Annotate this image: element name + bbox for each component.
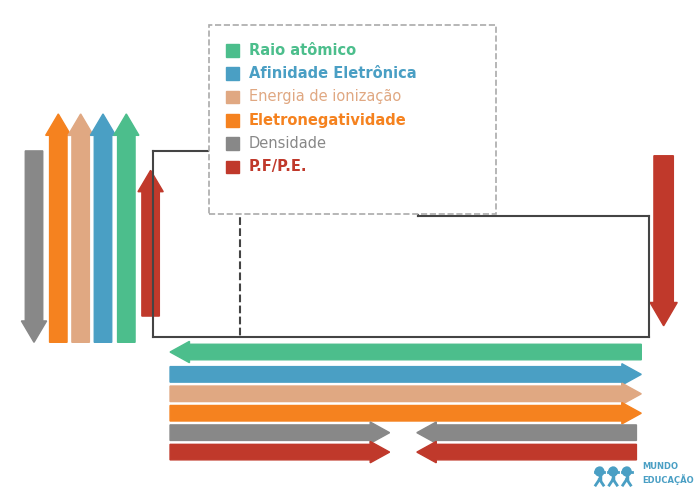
Bar (209, 24, 496, 214)
Bar (226, 138, 239, 150)
Bar (226, 90, 239, 104)
Bar (226, 68, 239, 80)
Text: Eletronegatividade: Eletronegatividade (248, 113, 407, 128)
FancyArrow shape (68, 114, 93, 342)
FancyArrow shape (650, 156, 677, 326)
Bar (226, 44, 239, 56)
Text: P.F/P.E.: P.F/P.E. (248, 160, 307, 174)
FancyArrow shape (170, 383, 641, 404)
Bar (226, 114, 239, 126)
Text: Raio atômico: Raio atômico (248, 43, 356, 58)
Circle shape (609, 467, 617, 476)
FancyArrow shape (170, 402, 641, 424)
Text: MUNDO
EDUCAÇÃO: MUNDO EDUCAÇÃO (643, 462, 694, 485)
Circle shape (622, 467, 631, 476)
FancyArrow shape (90, 114, 116, 342)
FancyArrow shape (170, 342, 641, 362)
Text: Energia de ionização: Energia de ionização (248, 90, 401, 104)
FancyArrow shape (416, 422, 636, 444)
FancyArrow shape (170, 364, 641, 385)
FancyArrow shape (170, 442, 390, 463)
FancyArrow shape (416, 442, 636, 463)
FancyArrow shape (22, 151, 47, 342)
FancyArrow shape (46, 114, 71, 342)
FancyArrow shape (138, 170, 163, 316)
Text: Afinidade Eletrônica: Afinidade Eletrônica (248, 66, 416, 81)
FancyArrow shape (113, 114, 139, 342)
Circle shape (595, 467, 604, 476)
Bar (226, 160, 239, 173)
FancyArrow shape (170, 422, 390, 444)
Text: Densidade: Densidade (248, 136, 327, 151)
